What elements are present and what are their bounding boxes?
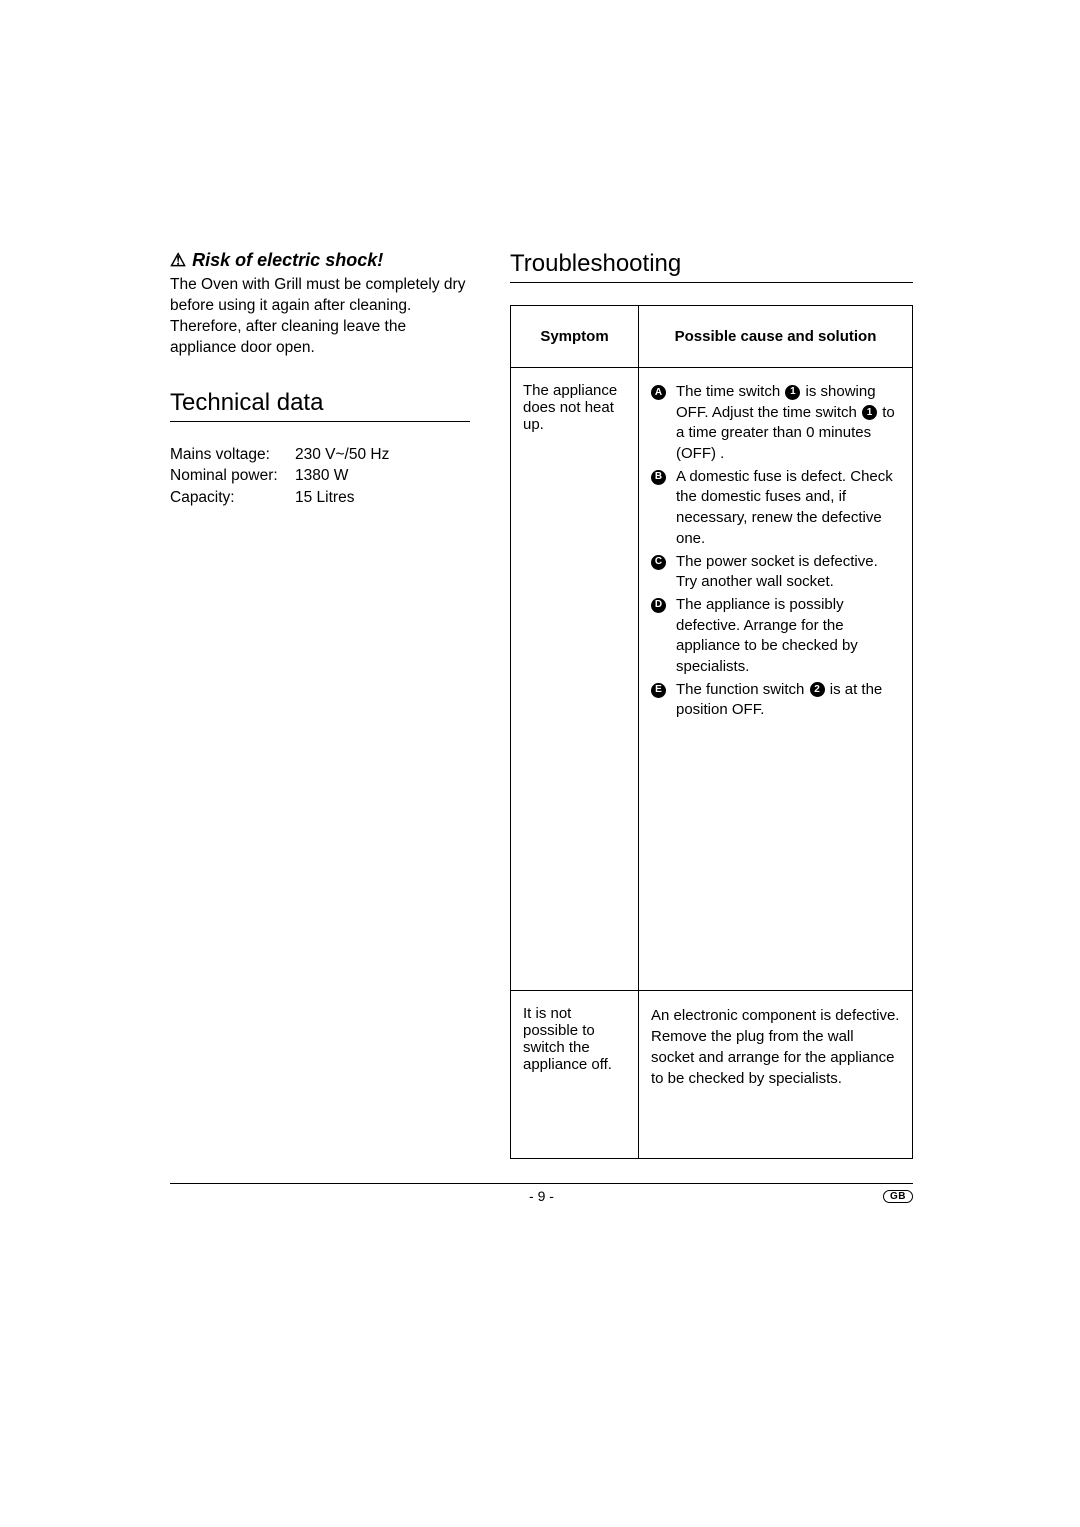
list-item: A The time switch 1 is showing OFF. Adju… <box>651 382 900 465</box>
cause-text: The power socket is defective. Try anoth… <box>676 552 900 593</box>
spec-value: 15 Litres <box>295 487 354 509</box>
list-item: B A domestic fuse is defect. Check the d… <box>651 467 900 550</box>
symptom-cell: The appliance does not heat up. <box>511 368 639 991</box>
footer: - 9 - GB <box>170 1183 913 1207</box>
spec-label: Nominal power: <box>170 465 295 487</box>
left-column: ⚠ Risk of electric shock! The Oven with … <box>170 250 470 1159</box>
spec-value: 230 V~/50 Hz <box>295 444 389 466</box>
cause-list: A The time switch 1 is showing OFF. Adju… <box>651 382 900 721</box>
spec-row: Capacity: 15 Litres <box>170 487 470 509</box>
table-row: The appliance does not heat up. A The ti… <box>511 368 913 991</box>
cause-text: The appliance is possibly defective. Arr… <box>676 595 900 678</box>
cause-text: The function switch 2 is at the position… <box>676 680 900 721</box>
cause-cell: A The time switch 1 is showing OFF. Adju… <box>639 368 913 991</box>
ref-2-icon: 2 <box>810 682 825 697</box>
technical-heading: Technical data <box>170 389 470 422</box>
right-column: Troubleshooting Symptom Possible cause a… <box>510 250 913 1159</box>
technical-specs: Mains voltage: 230 V~/50 Hz Nominal powe… <box>170 444 470 509</box>
spec-value: 1380 W <box>295 465 348 487</box>
table-row: It is not possible to switch the applian… <box>511 991 913 1159</box>
spec-row: Mains voltage: 230 V~/50 Hz <box>170 444 470 466</box>
warning-title: Risk of electric shock! <box>192 250 383 271</box>
cause-text: An electronic component is defective. Re… <box>651 1005 900 1089</box>
list-item: D The appliance is possibly defective. A… <box>651 595 900 678</box>
spec-row: Nominal power: 1380 W <box>170 465 470 487</box>
warning-body: The Oven with Grill must be completely d… <box>170 275 470 359</box>
cause-cell: An electronic component is defective. Re… <box>639 991 913 1159</box>
bullet-a-icon: A <box>651 385 666 400</box>
bullet-d-icon: D <box>651 598 666 613</box>
cause-text: The time switch 1 is showing OFF. Adjust… <box>676 382 900 465</box>
col-header-symptom: Symptom <box>511 306 639 368</box>
list-item: E The function switch 2 is at the positi… <box>651 680 900 721</box>
language-badge: GB <box>883 1190 913 1203</box>
ref-1-icon: 1 <box>862 405 877 420</box>
bullet-b-icon: B <box>651 470 666 485</box>
page-number: - 9 - <box>170 1184 913 1204</box>
col-header-cause: Possible cause and solution <box>639 306 913 368</box>
warning-icon: ⚠ <box>170 250 186 271</box>
cause-text: A domestic fuse is defect. Check the dom… <box>676 467 900 550</box>
spec-label: Capacity: <box>170 487 295 509</box>
ref-1-icon: 1 <box>785 385 800 400</box>
bullet-e-icon: E <box>651 683 666 698</box>
troubleshooting-heading: Troubleshooting <box>510 250 913 283</box>
table-header-row: Symptom Possible cause and solution <box>511 306 913 368</box>
symptom-cell: It is not possible to switch the applian… <box>511 991 639 1159</box>
two-column-layout: ⚠ Risk of electric shock! The Oven with … <box>170 250 913 1159</box>
spec-label: Mains voltage: <box>170 444 295 466</box>
bullet-c-icon: C <box>651 555 666 570</box>
list-item: C The power socket is defective. Try ano… <box>651 552 900 593</box>
page-content: ⚠ Risk of electric shock! The Oven with … <box>170 250 913 1207</box>
warning-heading: ⚠ Risk of electric shock! <box>170 250 470 271</box>
troubleshooting-table: Symptom Possible cause and solution The … <box>510 305 913 1159</box>
